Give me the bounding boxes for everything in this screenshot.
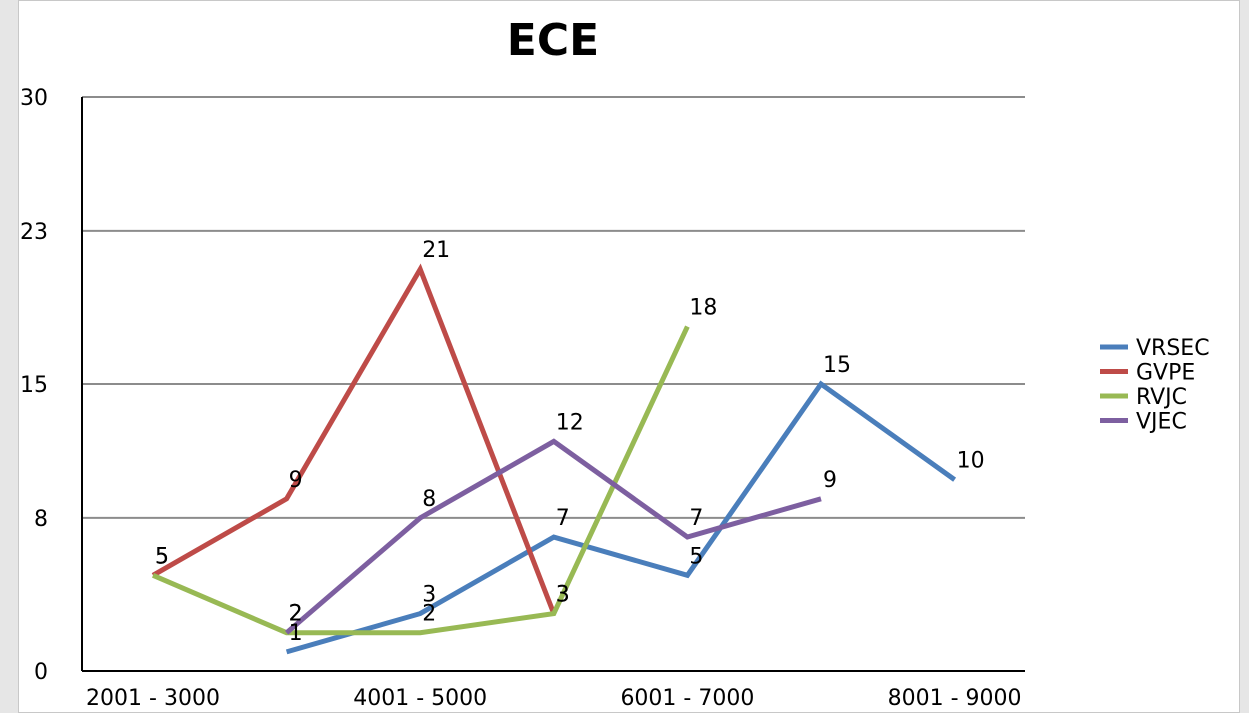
data-label: 9 xyxy=(823,468,837,493)
data-label: 9 xyxy=(289,468,303,493)
series-line-rvjc xyxy=(152,325,690,636)
data-label: 3 xyxy=(556,583,570,608)
data-label: 15 xyxy=(823,353,851,378)
data-label: 2 xyxy=(289,602,303,627)
data-label: 3 xyxy=(556,583,570,608)
data-label: 2 xyxy=(422,602,436,627)
x-tick-label: 6001 - 7000 xyxy=(620,686,754,711)
data-label: 5 xyxy=(689,544,703,569)
legend-entry: VRSEC xyxy=(1136,336,1210,361)
chart-frame xyxy=(18,0,1240,713)
y-tick-label: 15 xyxy=(20,373,48,398)
x-tick-label: 8001 - 9000 xyxy=(888,686,1022,711)
legend-entry: VJEC xyxy=(1136,410,1187,435)
data-label: 7 xyxy=(689,506,703,531)
y-axis-ticks: 0 8 15 23 30 xyxy=(20,86,48,685)
data-label: 3 xyxy=(422,583,436,608)
x-axis-ticks: 2001 - 3000 4001 - 5000 6001 - 7000 8001 - … xyxy=(86,686,1022,711)
legend-entry: RVJC xyxy=(1136,385,1187,410)
series-line-gvpe xyxy=(151,263,557,615)
y-tick-label: 0 xyxy=(34,660,48,685)
data-label: 8 xyxy=(422,487,436,512)
legend-entry: GVPE xyxy=(1136,361,1195,386)
data-label: 10 xyxy=(957,449,985,474)
series-line-vrsec xyxy=(285,380,957,655)
data-label: 12 xyxy=(556,410,584,435)
data-label: 2 xyxy=(289,602,303,627)
x-tick-label: 4001 - 5000 xyxy=(353,686,487,711)
y-tick-label: 8 xyxy=(34,507,48,532)
data-label: 18 xyxy=(689,296,717,321)
series-line-vjec xyxy=(284,438,822,635)
series-lines xyxy=(151,263,957,655)
gridlines xyxy=(82,96,1025,519)
x-tick-label: 2001 - 3000 xyxy=(86,686,220,711)
data-label: 1 xyxy=(289,621,303,646)
axes xyxy=(81,97,1025,672)
data-label: 7 xyxy=(556,506,570,531)
y-tick-label: 30 xyxy=(20,86,48,111)
y-tick-label: 23 xyxy=(20,220,48,245)
data-label: 21 xyxy=(422,238,450,263)
data-label: 5 xyxy=(155,544,169,569)
chart-title: ECE xyxy=(507,15,599,66)
data-label: 5 xyxy=(155,544,169,569)
